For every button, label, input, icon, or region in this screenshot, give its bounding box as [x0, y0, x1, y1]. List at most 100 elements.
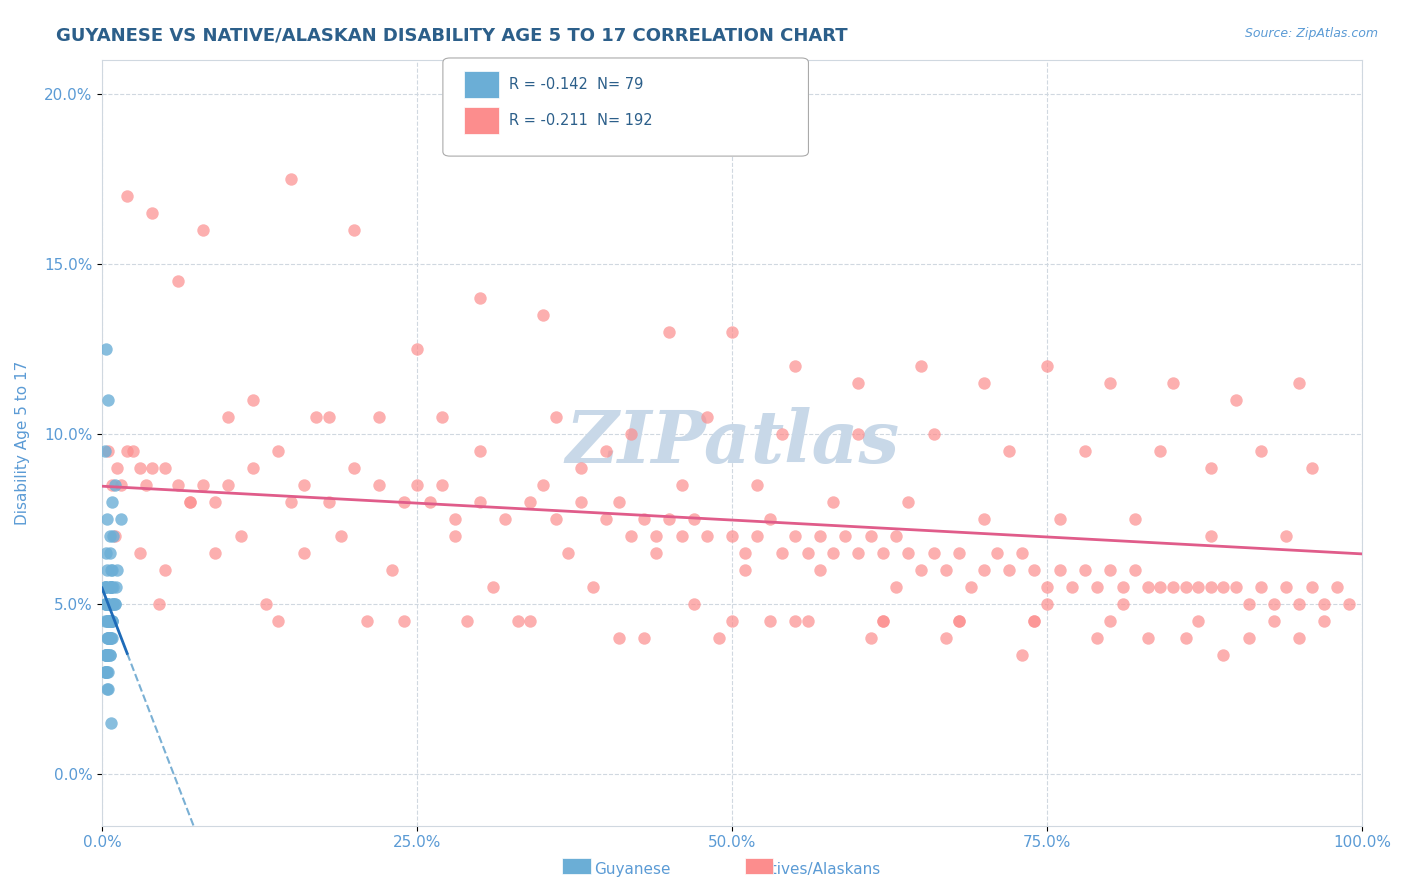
Point [759, 512, 782, 526]
Point [922, 546, 945, 560]
Point [1136, 580, 1159, 594]
Point [531, 478, 554, 492]
Point [103, 580, 125, 594]
Point [96, 597, 118, 611]
Point [1098, 563, 1121, 577]
Point [582, 580, 605, 594]
Point [1149, 580, 1171, 594]
Point [519, 495, 541, 509]
Point [948, 546, 970, 560]
Point [254, 597, 277, 611]
Point [100, 580, 122, 594]
Point [343, 223, 366, 237]
Point [821, 495, 844, 509]
Point [519, 614, 541, 628]
Point [595, 512, 617, 526]
Point [897, 546, 920, 560]
Point [97, 597, 120, 611]
Point [103, 597, 125, 611]
Point [406, 342, 429, 356]
Point [1199, 461, 1222, 475]
Point [1212, 648, 1234, 663]
Point [1339, 597, 1361, 611]
Point [696, 410, 718, 425]
Point [98, 580, 121, 594]
Point [105, 461, 128, 475]
Point [683, 512, 706, 526]
Point [872, 614, 894, 628]
Point [494, 512, 516, 526]
Point [432, 478, 454, 492]
Point [101, 614, 124, 628]
Point [103, 597, 125, 611]
Point [607, 632, 630, 646]
Point [1087, 580, 1109, 594]
Point [709, 632, 731, 646]
Point [101, 614, 124, 628]
Text: GUYANESE VS NATIVE/ALASKAN DISABILITY AGE 5 TO 17 CORRELATION CHART: GUYANESE VS NATIVE/ALASKAN DISABILITY AG… [56, 27, 848, 45]
Point [531, 308, 554, 322]
Point [897, 495, 920, 509]
Point [101, 597, 124, 611]
Point [229, 529, 252, 543]
Point [97, 614, 120, 628]
Point [96, 632, 118, 646]
Point [1123, 563, 1146, 577]
Point [1111, 597, 1133, 611]
Point [98, 632, 121, 646]
Point [368, 478, 391, 492]
Point [166, 274, 188, 288]
Point [1288, 376, 1310, 390]
Point [100, 580, 122, 594]
Text: Source: ZipAtlas.com: Source: ZipAtlas.com [1244, 27, 1378, 40]
Point [94, 665, 117, 680]
Point [292, 546, 315, 560]
Point [98, 580, 121, 594]
Point [148, 597, 170, 611]
Point [94, 597, 117, 611]
Point [783, 614, 806, 628]
Point [96, 648, 118, 663]
Point [1087, 632, 1109, 646]
Point [1111, 580, 1133, 594]
Point [645, 546, 668, 560]
Point [1187, 614, 1209, 628]
Point [191, 478, 214, 492]
Point [1301, 461, 1323, 475]
Point [846, 427, 869, 442]
Point [973, 563, 995, 577]
Point [1074, 444, 1097, 458]
Point [884, 529, 907, 543]
Point [645, 529, 668, 543]
Point [1275, 580, 1298, 594]
Point [1263, 614, 1285, 628]
Point [884, 580, 907, 594]
Point [98, 632, 121, 646]
Point [1237, 597, 1260, 611]
Point [394, 495, 416, 509]
Point [101, 632, 124, 646]
Point [759, 614, 782, 628]
Point [105, 563, 128, 577]
Point [796, 546, 818, 560]
Point [115, 188, 138, 202]
Point [153, 563, 176, 577]
Point [808, 563, 831, 577]
Point [98, 648, 121, 663]
Point [368, 410, 391, 425]
Point [1225, 580, 1247, 594]
Point [242, 461, 264, 475]
Point [1174, 632, 1197, 646]
Point [97, 632, 120, 646]
Point [94, 648, 117, 663]
Point [128, 461, 150, 475]
Point [948, 614, 970, 628]
Point [683, 597, 706, 611]
Point [1288, 632, 1310, 646]
Point [94, 580, 117, 594]
Point [96, 682, 118, 697]
Point [910, 563, 932, 577]
Point [1313, 614, 1336, 628]
Point [204, 495, 226, 509]
Point [1011, 648, 1033, 663]
